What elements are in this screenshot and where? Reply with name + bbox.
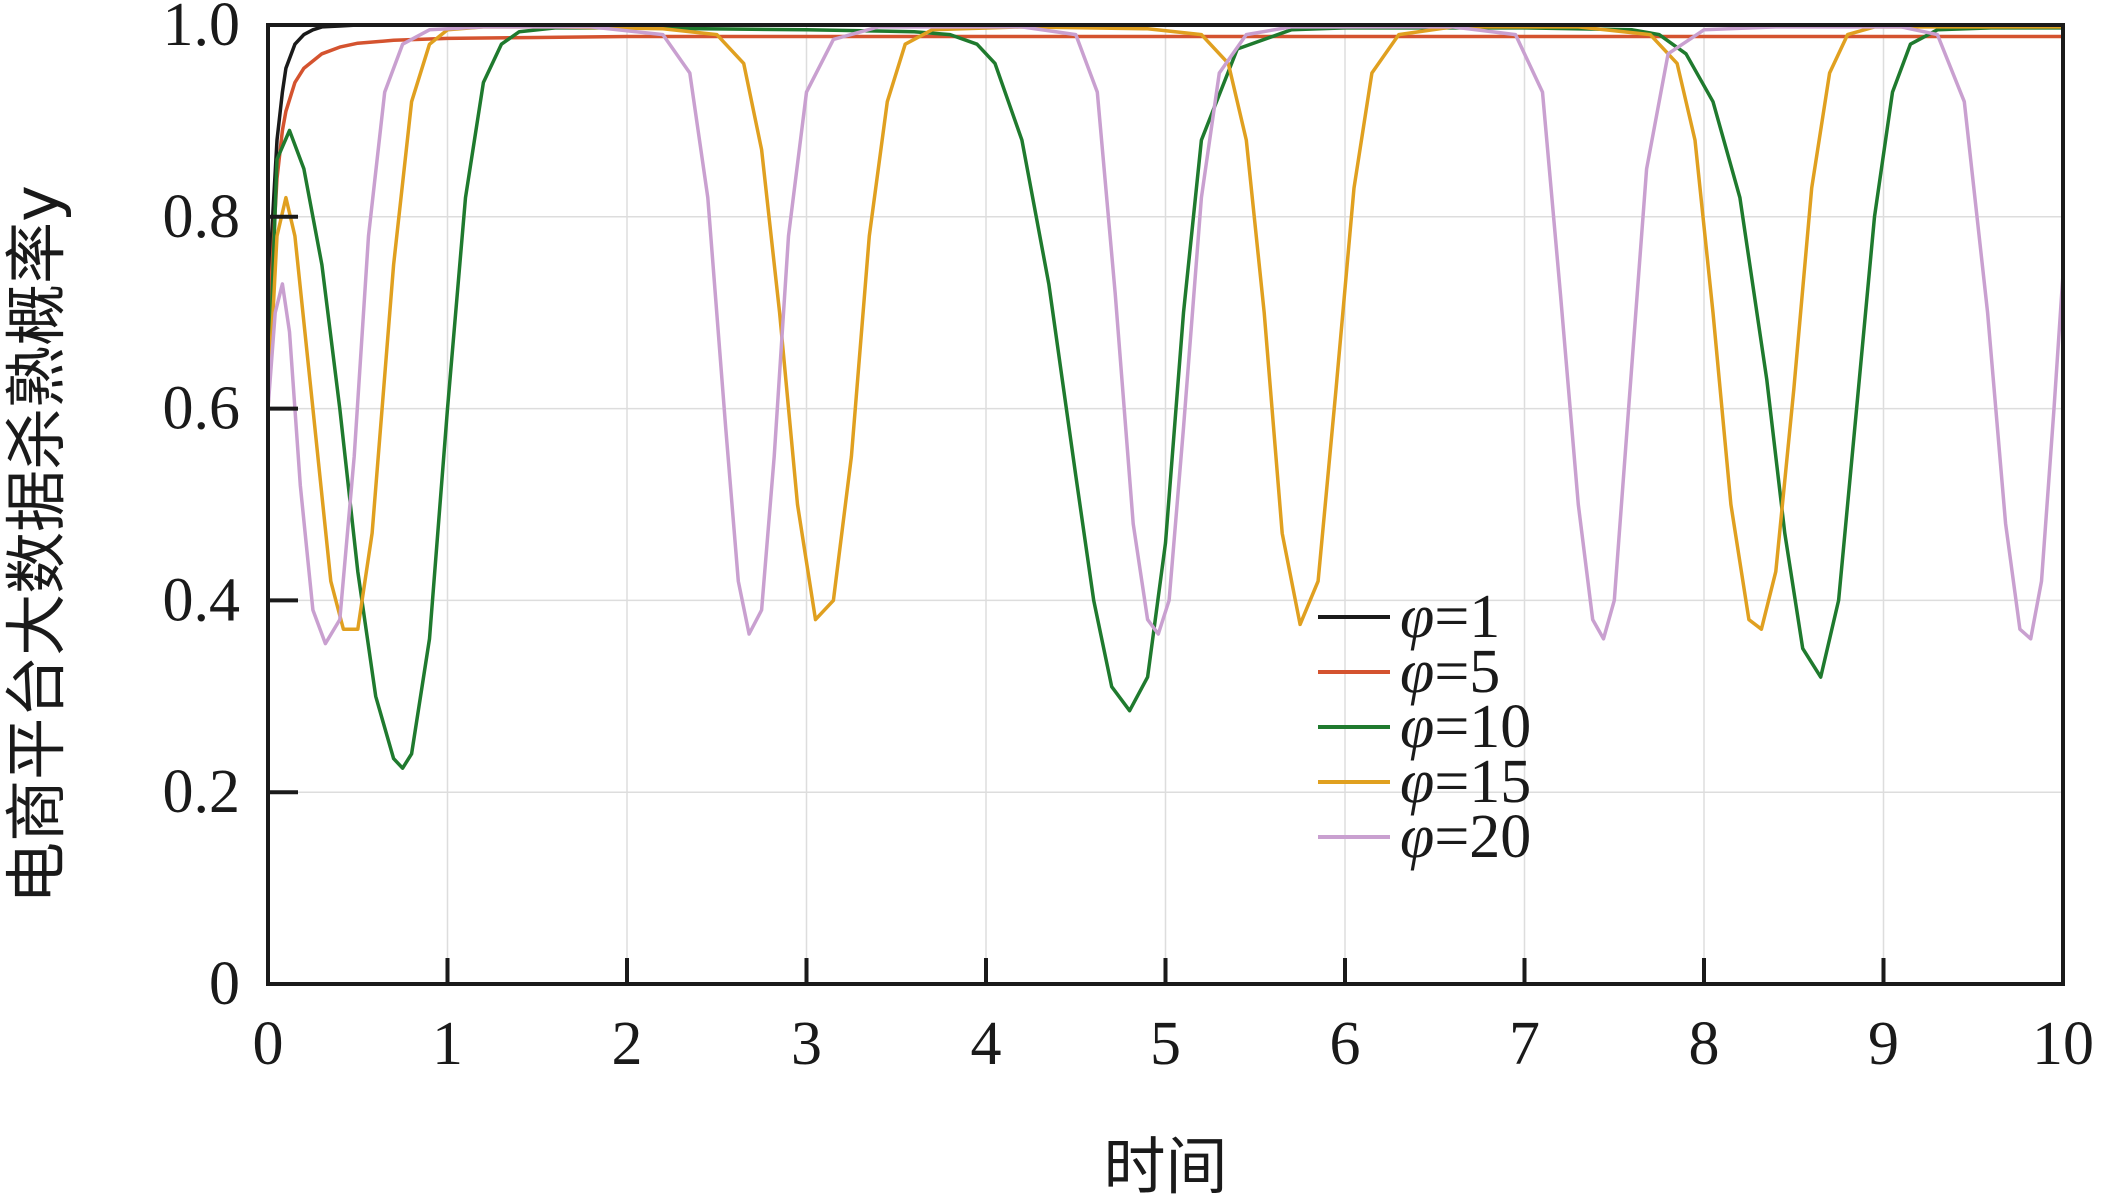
x-tick-label: 0: [253, 1010, 284, 1078]
legend-symbol: φ: [1400, 803, 1434, 871]
y-tick-label: 0.4: [163, 566, 241, 634]
x-tick-label: 7: [1509, 1010, 1540, 1078]
legend-label: φ=10: [1400, 693, 1531, 761]
x-tick-label: 10: [2032, 1010, 2094, 1078]
x-axis-tick-labels: 0 1 2 3 4 5 6 7 8 9 10: [253, 1010, 2095, 1078]
legend-symbol: φ: [1400, 638, 1434, 706]
legend-value: =20: [1434, 803, 1531, 871]
y-tick-label: 1.0: [163, 0, 241, 59]
y-axis-title: 电商平台大数据杀熟概率y: [0, 185, 73, 904]
legend-label: φ=20: [1400, 803, 1531, 871]
legend-label: φ=15: [1400, 748, 1531, 816]
legend-symbol: φ: [1400, 748, 1434, 816]
series-line-2: [266, 26, 2063, 770]
y-tick-label: 0.8: [163, 183, 241, 251]
x-tick-label: 2: [612, 1010, 643, 1078]
legend-symbol: φ: [1400, 583, 1434, 651]
y-axis-tick-labels: 0 0.2 0.4 0.6 0.8 1.0: [163, 0, 241, 1018]
legend-label: φ=1: [1400, 583, 1500, 651]
legend-value: =10: [1434, 693, 1531, 761]
y-tick-label: 0.2: [163, 758, 241, 826]
y-tick-label: 0: [209, 950, 240, 1018]
grid-lines: [268, 25, 2063, 984]
x-tick-label: 5: [1150, 1010, 1181, 1078]
legend-value: =1: [1434, 583, 1500, 651]
series-line-3: [266, 25, 2063, 631]
legend-label: φ=5: [1400, 638, 1500, 706]
x-tick-label: 8: [1689, 1010, 1720, 1078]
x-axis-title: 时间: [1103, 1130, 1227, 1202]
legend-symbol: φ: [1400, 693, 1434, 761]
x-tick-label: 9: [1868, 1010, 1899, 1078]
x-tick-label: 4: [971, 1010, 1002, 1078]
legend-value: =15: [1434, 748, 1531, 816]
x-tick-label: 6: [1330, 1010, 1361, 1078]
legend-value: =5: [1434, 638, 1500, 706]
x-tick-label: 3: [791, 1010, 822, 1078]
series-line-1: [266, 34, 2063, 409]
legend: φ=1φ=5φ=10φ=15φ=20: [1318, 583, 1531, 871]
series-line-4: [266, 25, 2065, 646]
x-tick-label: 1: [432, 1010, 463, 1078]
y-tick-label: 0.6: [163, 375, 241, 443]
axis-ticks: [266, 23, 2065, 986]
